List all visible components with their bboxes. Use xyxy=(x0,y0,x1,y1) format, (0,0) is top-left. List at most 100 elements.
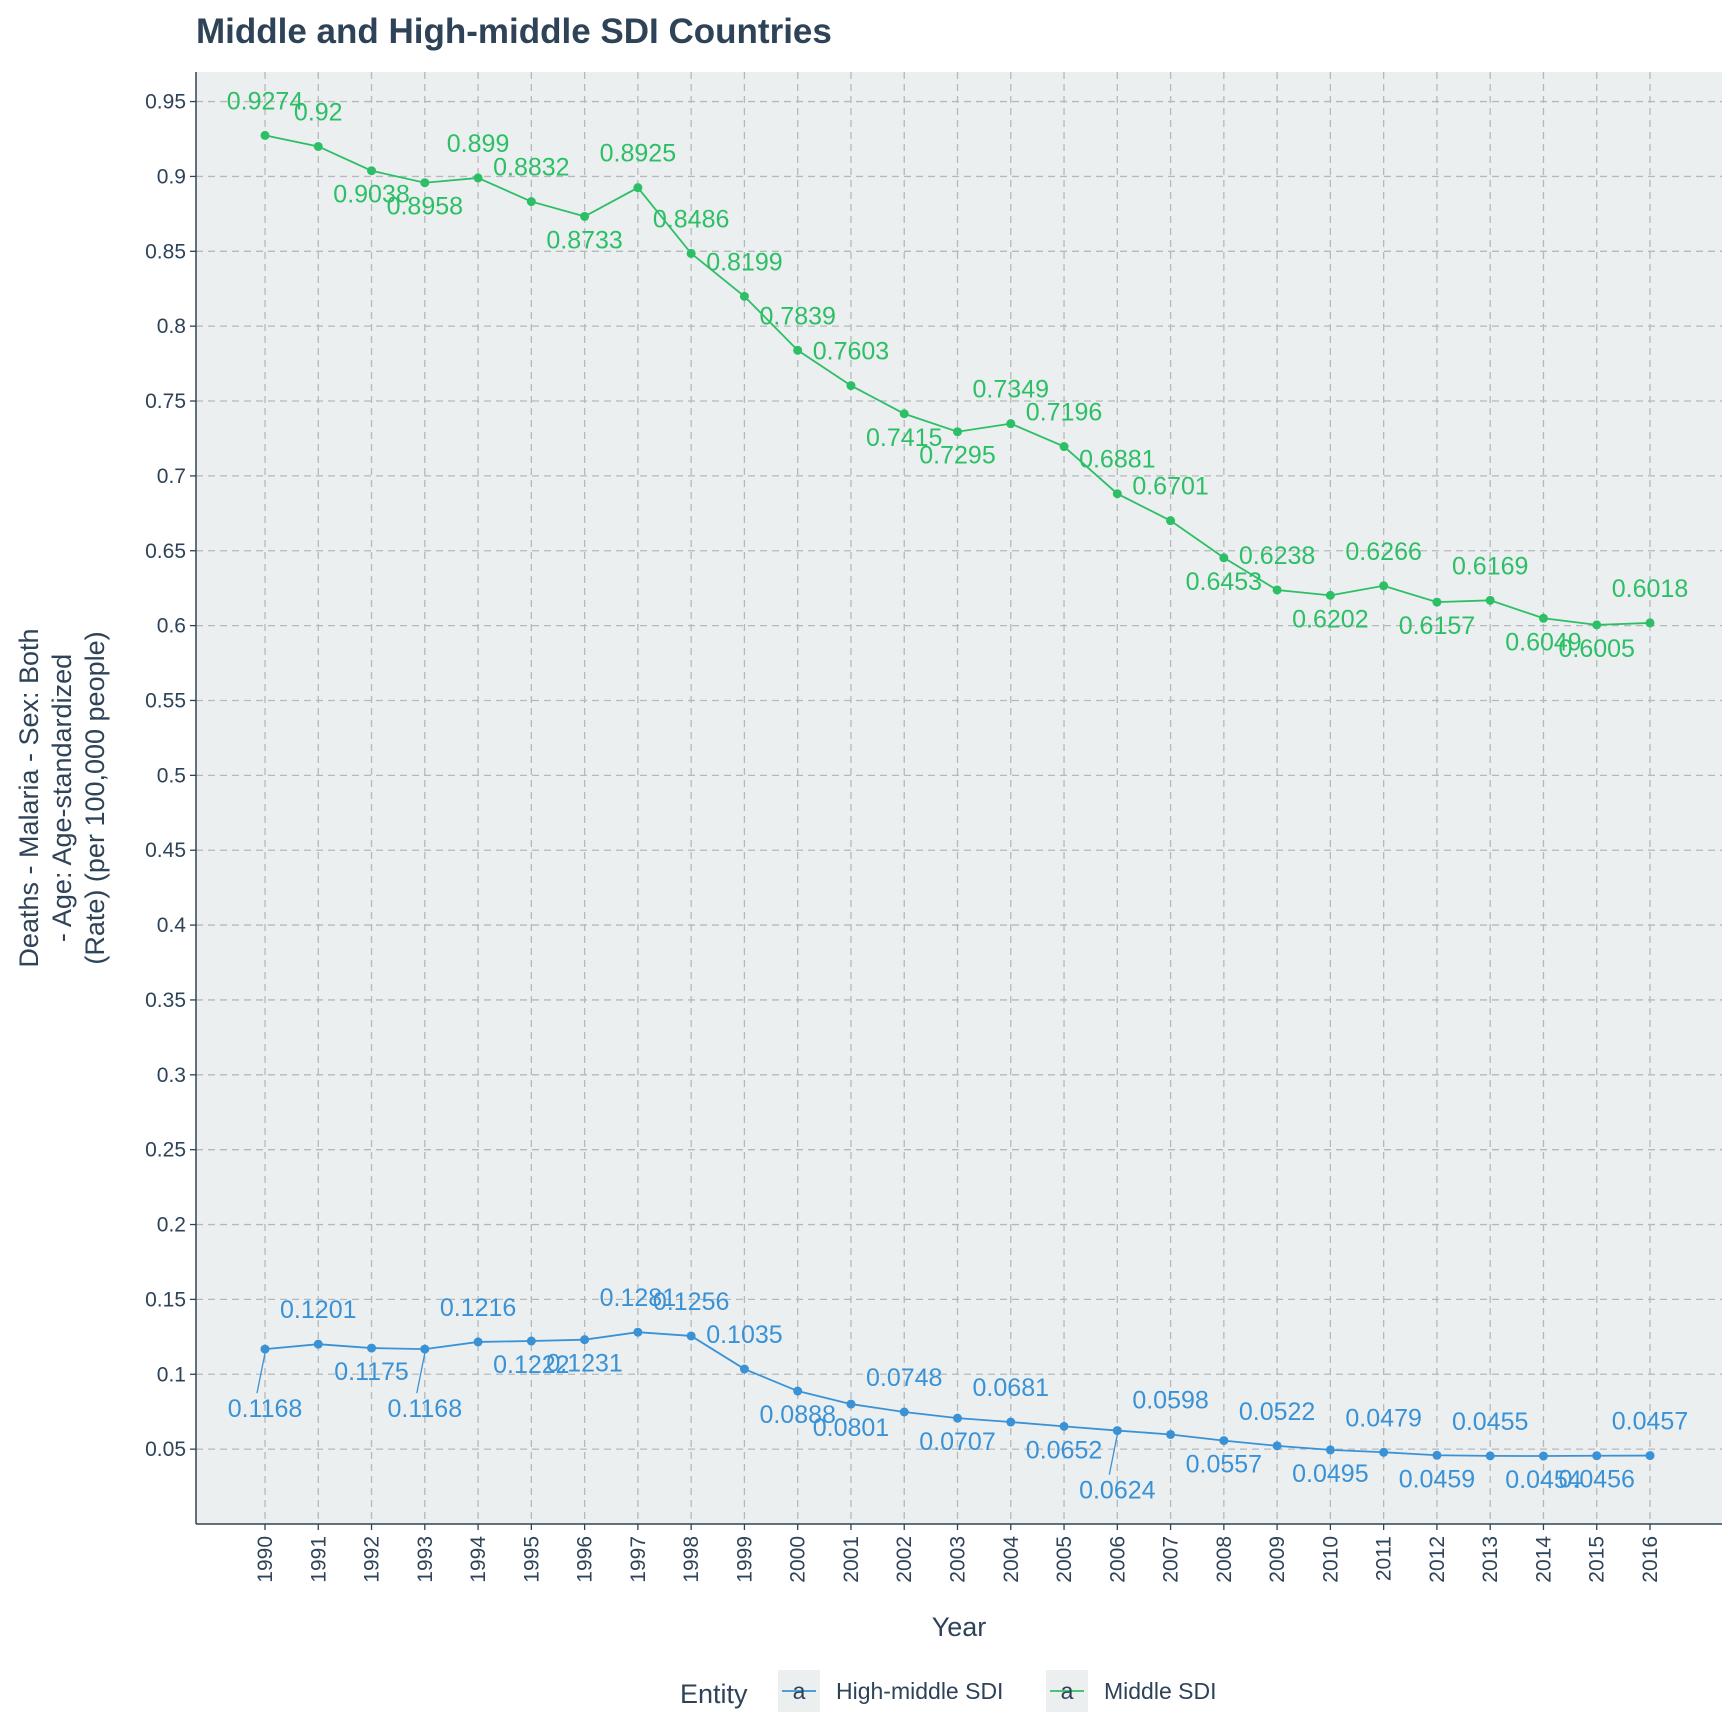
x-tick-label: 2000 xyxy=(787,1536,810,1583)
x-tick-label: 1999 xyxy=(733,1536,756,1583)
y-tick-label: 0.25 xyxy=(145,1139,186,1162)
data-point xyxy=(1645,1451,1655,1461)
data-label: 0.1281 xyxy=(600,1284,676,1312)
x-tick-label: 1990 xyxy=(254,1536,277,1583)
label-leader xyxy=(1108,1434,1118,1475)
x-tick-label: 1993 xyxy=(414,1536,437,1583)
y-tick-label: 0.15 xyxy=(145,1288,186,1311)
legend: Entity a High-middle SDI a Middle SDI xyxy=(680,1670,1216,1712)
data-point xyxy=(526,197,536,207)
x-tick-label: 2010 xyxy=(1319,1536,1342,1583)
data-label: 0.0598 xyxy=(1132,1386,1208,1414)
x-tick-label: 2015 xyxy=(1586,1536,1609,1583)
y-tick-label: 0.1 xyxy=(157,1363,186,1386)
data-label: 0.1175 xyxy=(334,1358,409,1386)
data-label: 0.0456 xyxy=(1558,1466,1634,1494)
data-point xyxy=(899,1407,909,1417)
data-point xyxy=(420,1344,430,1354)
data-label: 0.0522 xyxy=(1239,1398,1315,1426)
data-label: 0.6005 xyxy=(1558,635,1634,663)
legend-key-glyph: a xyxy=(793,1678,806,1704)
y-tick-label: 0.2 xyxy=(157,1214,186,1237)
data-label: 0.0652 xyxy=(1026,1436,1102,1464)
data-point xyxy=(313,141,323,151)
data-point xyxy=(1645,618,1655,628)
data-point xyxy=(526,1336,536,1346)
series-layer: 0.11680.12010.11750.11680.12160.12220.12… xyxy=(227,87,1688,1504)
x-axis-title: Year xyxy=(932,1612,987,1642)
data-label: 0.6238 xyxy=(1239,542,1315,570)
data-point xyxy=(1059,1421,1069,1431)
data-label: 0.0888 xyxy=(759,1401,835,1429)
data-point xyxy=(1166,516,1176,526)
data-label: 0.6018 xyxy=(1612,575,1688,603)
x-tick-label: 2008 xyxy=(1213,1536,1236,1583)
data-point xyxy=(793,1386,803,1396)
data-label: 0.7603 xyxy=(813,338,889,366)
data-point xyxy=(1325,1445,1335,1455)
y-tick-label: 0.05 xyxy=(145,1438,186,1461)
data-point xyxy=(633,1327,643,1337)
y-axis-title: Deaths - Malaria - Sex: Both - Age: Age-s… xyxy=(14,628,110,967)
data-point xyxy=(260,1344,270,1354)
data-label: 0.0557 xyxy=(1186,1451,1262,1479)
data-label: 0.6049 xyxy=(1505,628,1581,656)
data-label: 0.7295 xyxy=(919,442,995,470)
data-label: 0.0681 xyxy=(973,1374,1049,1402)
x-tick-label: 2005 xyxy=(1053,1536,1076,1583)
data-point xyxy=(367,166,377,176)
data-point xyxy=(686,248,696,258)
data-point xyxy=(1538,1451,1548,1461)
legend-label: Middle SDI xyxy=(1104,1678,1216,1704)
data-label: 0.9274 xyxy=(227,87,304,115)
data-label: 0.7415 xyxy=(866,424,942,452)
x-tick-label: 1995 xyxy=(520,1536,543,1583)
x-tick-label: 2004 xyxy=(1000,1536,1023,1583)
data-point xyxy=(739,291,749,301)
x-tick-label: 2013 xyxy=(1479,1536,1502,1583)
y-tick-label: 0.3 xyxy=(157,1064,186,1087)
y-tick-label: 0.4 xyxy=(157,914,187,937)
data-point xyxy=(1379,581,1389,591)
data-point xyxy=(1006,419,1016,429)
y-tick-label: 0.95 xyxy=(145,91,186,114)
y-tick-label: 0.55 xyxy=(145,689,186,712)
legend-key-glyph: a xyxy=(1061,1678,1074,1704)
data-label: 0.1256 xyxy=(653,1288,729,1316)
y-axis-title-line: (Rate) (per 100,000 people) xyxy=(80,631,110,964)
data-point xyxy=(739,1364,749,1374)
data-point xyxy=(1485,595,1495,605)
chart-title: Middle and High-middle SDI Countries xyxy=(196,12,832,51)
y-tick-label: 0.5 xyxy=(157,764,186,787)
data-label: 0.6453 xyxy=(1186,568,1262,596)
data-point xyxy=(473,173,483,183)
data-point xyxy=(367,1343,377,1353)
data-label: 0.0459 xyxy=(1399,1465,1475,1493)
data-point xyxy=(1325,590,1335,600)
x-tick-label: 1997 xyxy=(627,1536,650,1583)
data-point xyxy=(260,130,270,140)
x-tick-label: 2006 xyxy=(1106,1536,1129,1583)
data-point xyxy=(1272,1441,1282,1451)
data-point xyxy=(1272,585,1282,595)
data-point xyxy=(846,1399,856,1409)
data-point xyxy=(580,211,590,221)
x-tick-label: 2001 xyxy=(840,1536,863,1583)
data-label: 0.1216 xyxy=(440,1294,516,1322)
data-label: 0.6157 xyxy=(1399,612,1475,640)
y-tick-label: 0.75 xyxy=(145,390,186,413)
x-tick-label: 2014 xyxy=(1532,1536,1555,1583)
y-tick-label: 0.6 xyxy=(157,615,186,638)
data-label: 0.0454 xyxy=(1505,1466,1582,1494)
x-tick-label: 1991 xyxy=(307,1536,330,1583)
y-axis-title-line: - Age: Age-standardized xyxy=(47,654,77,942)
data-label: 0.8925 xyxy=(600,140,676,168)
data-label: 0.0479 xyxy=(1345,1404,1421,1432)
data-label: 0.8199 xyxy=(706,248,782,276)
data-point xyxy=(953,1413,962,1423)
data-point xyxy=(686,1331,696,1341)
data-point xyxy=(953,427,962,437)
data-point xyxy=(846,381,856,391)
label-leader xyxy=(416,1352,426,1394)
